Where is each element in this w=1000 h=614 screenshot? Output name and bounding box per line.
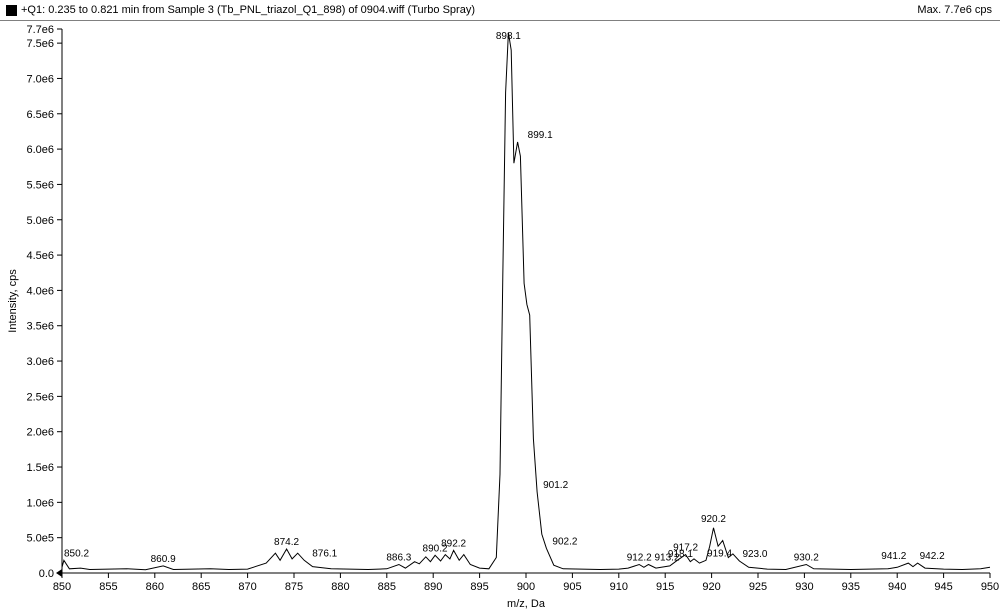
- svg-text:876.1: 876.1: [312, 548, 337, 559]
- svg-text:4.0e6: 4.0e6: [26, 285, 54, 297]
- svg-text:7.5e6: 7.5e6: [26, 38, 54, 50]
- svg-text:901.2: 901.2: [543, 480, 568, 491]
- svg-text:941.2: 941.2: [881, 551, 906, 562]
- svg-text:885: 885: [378, 581, 396, 593]
- svg-text:850.2: 850.2: [64, 548, 89, 559]
- svg-text:920: 920: [702, 581, 720, 593]
- svg-text:898.1: 898.1: [496, 31, 521, 42]
- svg-text:900: 900: [517, 581, 535, 593]
- svg-text:3.0e6: 3.0e6: [26, 356, 54, 368]
- svg-text:890: 890: [424, 581, 442, 593]
- svg-text:930.2: 930.2: [794, 553, 819, 564]
- svg-text:850: 850: [53, 581, 71, 593]
- spectrum-title: +Q1: 0.235 to 0.821 min from Sample 3 (T…: [21, 4, 475, 16]
- max-intensity-label: Max. 7.7e6 cps: [917, 4, 992, 16]
- svg-text:886.3: 886.3: [386, 553, 411, 564]
- svg-text:1.5e6: 1.5e6: [26, 462, 54, 474]
- svg-text:880: 880: [331, 581, 349, 593]
- svg-text:855: 855: [99, 581, 117, 593]
- svg-text:935: 935: [842, 581, 860, 593]
- svg-text:874.2: 874.2: [274, 537, 299, 548]
- svg-text:2.0e6: 2.0e6: [26, 427, 54, 439]
- header-bar: +Q1: 0.235 to 0.821 min from Sample 3 (T…: [0, 0, 1000, 21]
- svg-text:892.2: 892.2: [441, 538, 466, 549]
- svg-text:860: 860: [146, 581, 164, 593]
- svg-text:870: 870: [238, 581, 256, 593]
- spectrum-plot: 0.0 5.0e5 1.0e6 1.5e6 2.0e6 2.5e6 3.0e6 3.5e6 4.…: [0, 21, 1000, 614]
- svg-text:m/z, Da: m/z, Da: [507, 598, 546, 610]
- svg-text:0.0: 0.0: [39, 568, 54, 580]
- svg-text:920.2: 920.2: [701, 514, 726, 525]
- svg-text:942.2: 942.2: [920, 551, 945, 562]
- svg-text:2.5e6: 2.5e6: [26, 391, 54, 403]
- svg-text:7.7e6: 7.7e6: [26, 24, 54, 36]
- svg-text:3.5e6: 3.5e6: [26, 321, 54, 333]
- svg-text:875: 875: [285, 581, 303, 593]
- svg-text:919.4: 919.4: [707, 548, 732, 559]
- svg-text:1.0e6: 1.0e6: [26, 497, 54, 509]
- svg-text:945: 945: [934, 581, 952, 593]
- svg-text:865: 865: [192, 581, 210, 593]
- svg-text:912.2: 912.2: [627, 553, 652, 564]
- svg-text:7.0e6: 7.0e6: [26, 73, 54, 85]
- svg-text:5.0e6: 5.0e6: [26, 215, 54, 227]
- svg-text:Intensity, cps: Intensity, cps: [7, 269, 19, 333]
- legend-swatch: [6, 5, 17, 16]
- svg-text:860.9: 860.9: [151, 554, 176, 565]
- svg-text:930: 930: [795, 581, 813, 593]
- svg-text:915: 915: [656, 581, 674, 593]
- svg-text:925: 925: [749, 581, 767, 593]
- svg-text:895: 895: [470, 581, 488, 593]
- svg-text:899.1: 899.1: [528, 130, 553, 141]
- svg-text:918.1: 918.1: [668, 549, 693, 560]
- header-left: +Q1: 0.235 to 0.821 min from Sample 3 (T…: [6, 4, 475, 16]
- svg-text:910: 910: [610, 581, 628, 593]
- svg-text:950: 950: [981, 581, 999, 593]
- svg-text:4.5e6: 4.5e6: [26, 250, 54, 262]
- svg-text:902.2: 902.2: [552, 536, 577, 547]
- svg-text:905: 905: [563, 581, 581, 593]
- svg-text:923.0: 923.0: [742, 549, 767, 560]
- svg-text:5.5e6: 5.5e6: [26, 179, 54, 191]
- spectrum-svg: 0.0 5.0e5 1.0e6 1.5e6 2.0e6 2.5e6 3.0e6 3.5e6 4.…: [0, 21, 1000, 614]
- svg-text:6.0e6: 6.0e6: [26, 144, 54, 156]
- svg-text:6.5e6: 6.5e6: [26, 109, 54, 121]
- svg-text:940: 940: [888, 581, 906, 593]
- svg-text:5.0e5: 5.0e5: [26, 533, 54, 545]
